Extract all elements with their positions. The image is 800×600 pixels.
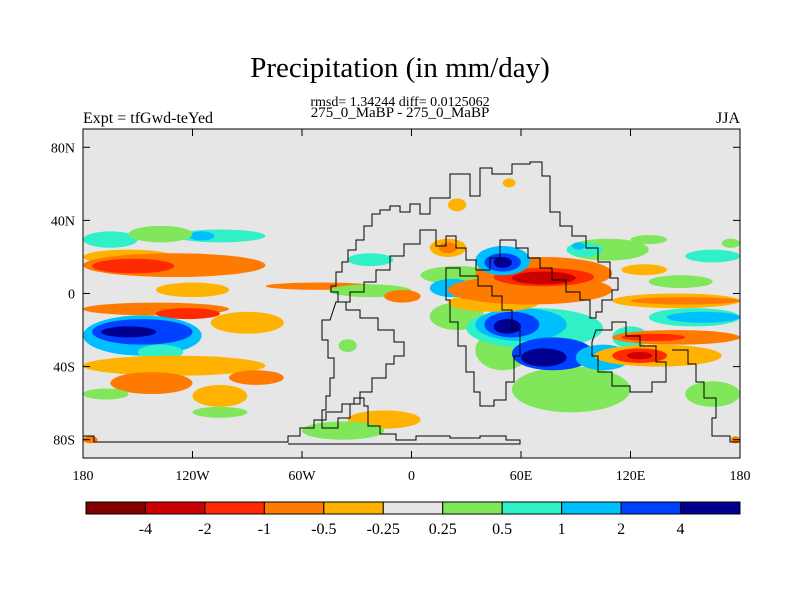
precip-region-66 — [572, 242, 585, 250]
precipitation-field — [83, 178, 740, 444]
colorbar-label: 4 — [677, 521, 685, 538]
continent-outline-north — [330, 161, 619, 319]
precip-region-16 — [83, 355, 266, 376]
axis-labels: 180 120W 60W 0 60E 120E 180 80N 40N 0 40S 80S — [51, 141, 751, 484]
precip-region-70 — [648, 275, 713, 289]
y-tick-label: 40N — [51, 214, 75, 229]
colorbar-box-7 — [501, 501, 563, 515]
x-tick-label: 0 — [408, 469, 415, 484]
precip-region-55 — [626, 351, 653, 360]
colorbar-label: 0.5 — [492, 521, 512, 538]
precip-region-52 — [621, 333, 686, 342]
precip-region-14 — [101, 326, 156, 338]
colorbar-box-4 — [323, 501, 384, 515]
precip-region-3 — [128, 225, 193, 243]
precip-region-11 — [210, 311, 284, 334]
colorbar-box-10 — [680, 501, 741, 515]
y-tick-label: 40S — [53, 361, 75, 376]
experiment-label: Expt = tfGwd-teYed — [83, 110, 214, 127]
precip-region-29 — [384, 289, 421, 303]
precip-region-48 — [667, 311, 740, 323]
coastline-outlines — [83, 161, 740, 445]
colorbar-box-3 — [263, 501, 325, 515]
precip-region-42 — [493, 319, 521, 334]
y-tick-label: 80S — [53, 434, 75, 449]
precip-region-50 — [630, 297, 740, 305]
colorbar-box-5 — [382, 501, 444, 515]
precip-region-21 — [192, 406, 248, 418]
colorbar-box-8 — [561, 501, 622, 515]
continent-outline-australia — [591, 321, 667, 393]
precip-region-63 — [493, 256, 512, 268]
chart-subtitle: 275_0_MaBP - 275_0_MaBP — [310, 105, 490, 121]
x-tick-label: 60E — [510, 469, 533, 484]
colorbar-label: -0.5 — [311, 521, 336, 538]
colorbar-label: -4 — [139, 521, 152, 538]
colorbar-box-6 — [442, 501, 503, 515]
x-tick-label: 180 — [730, 469, 751, 484]
colorbar-label: 2 — [617, 521, 625, 538]
colorbar-box-1 — [144, 501, 206, 515]
precip-region-10 — [156, 308, 220, 320]
precip-region-37 — [511, 366, 631, 413]
colorbar-label: -2 — [198, 521, 211, 538]
precip-region-68 — [685, 249, 740, 263]
precip-region-0 — [83, 231, 138, 248]
x-tick-label: 120E — [616, 469, 646, 484]
colorbar-box-9 — [620, 501, 682, 515]
colorbar-label: -1 — [258, 521, 271, 538]
precip-region-17 — [110, 372, 193, 395]
precip-region-69 — [721, 238, 740, 248]
colorbar-label: -0.25 — [367, 521, 400, 538]
axis-ticks — [82, 129, 741, 458]
precip-region-38 — [685, 381, 740, 407]
precip-region-19 — [192, 384, 248, 407]
precip-region-18 — [229, 370, 284, 385]
precip-region-28 — [338, 339, 357, 352]
precip-region-2 — [188, 231, 215, 241]
precip-region-73 — [502, 178, 516, 188]
precip-region-71 — [621, 264, 667, 276]
precip-region-23 — [302, 421, 385, 440]
y-tick-label: 80N — [51, 141, 75, 156]
continent-outline-southeast — [672, 349, 740, 443]
x-tick-label: 120W — [175, 469, 210, 484]
colorbar-label: 0.25 — [429, 521, 457, 538]
precip-region-31 — [438, 242, 458, 254]
continent-outline-africa — [445, 267, 521, 407]
chart-title: Precipitation (in mm/day) — [250, 52, 550, 84]
precip-region-8 — [156, 282, 229, 298]
x-tick-label: 60W — [288, 469, 316, 484]
colorbar-label: 1 — [558, 521, 566, 538]
precip-region-15 — [137, 344, 184, 360]
precip-region-72 — [448, 198, 467, 212]
precip-region-6 — [92, 258, 175, 274]
colorbar-box-0 — [85, 501, 146, 515]
precip-region-60 — [511, 271, 576, 285]
continent-outline-antarctica — [83, 397, 521, 445]
colorbar: -4 -2 -1 -0.5 -0.25 0.25 0.5 1 2 4 — [85, 501, 741, 538]
season-label: JJA — [715, 110, 740, 127]
precip-region-44 — [521, 348, 567, 367]
precip-region-67 — [630, 235, 667, 245]
precip-region-20 — [83, 388, 129, 400]
continent-outline-southamerica — [321, 301, 405, 429]
colorbar-box-2 — [204, 501, 265, 515]
precip-region-26 — [347, 253, 394, 267]
x-tick-label: 180 — [73, 469, 94, 484]
stats-line: rmsd= 1.34244 diff= 0.0125062 — [310, 95, 490, 110]
y-tick-label: 0 — [68, 288, 75, 303]
